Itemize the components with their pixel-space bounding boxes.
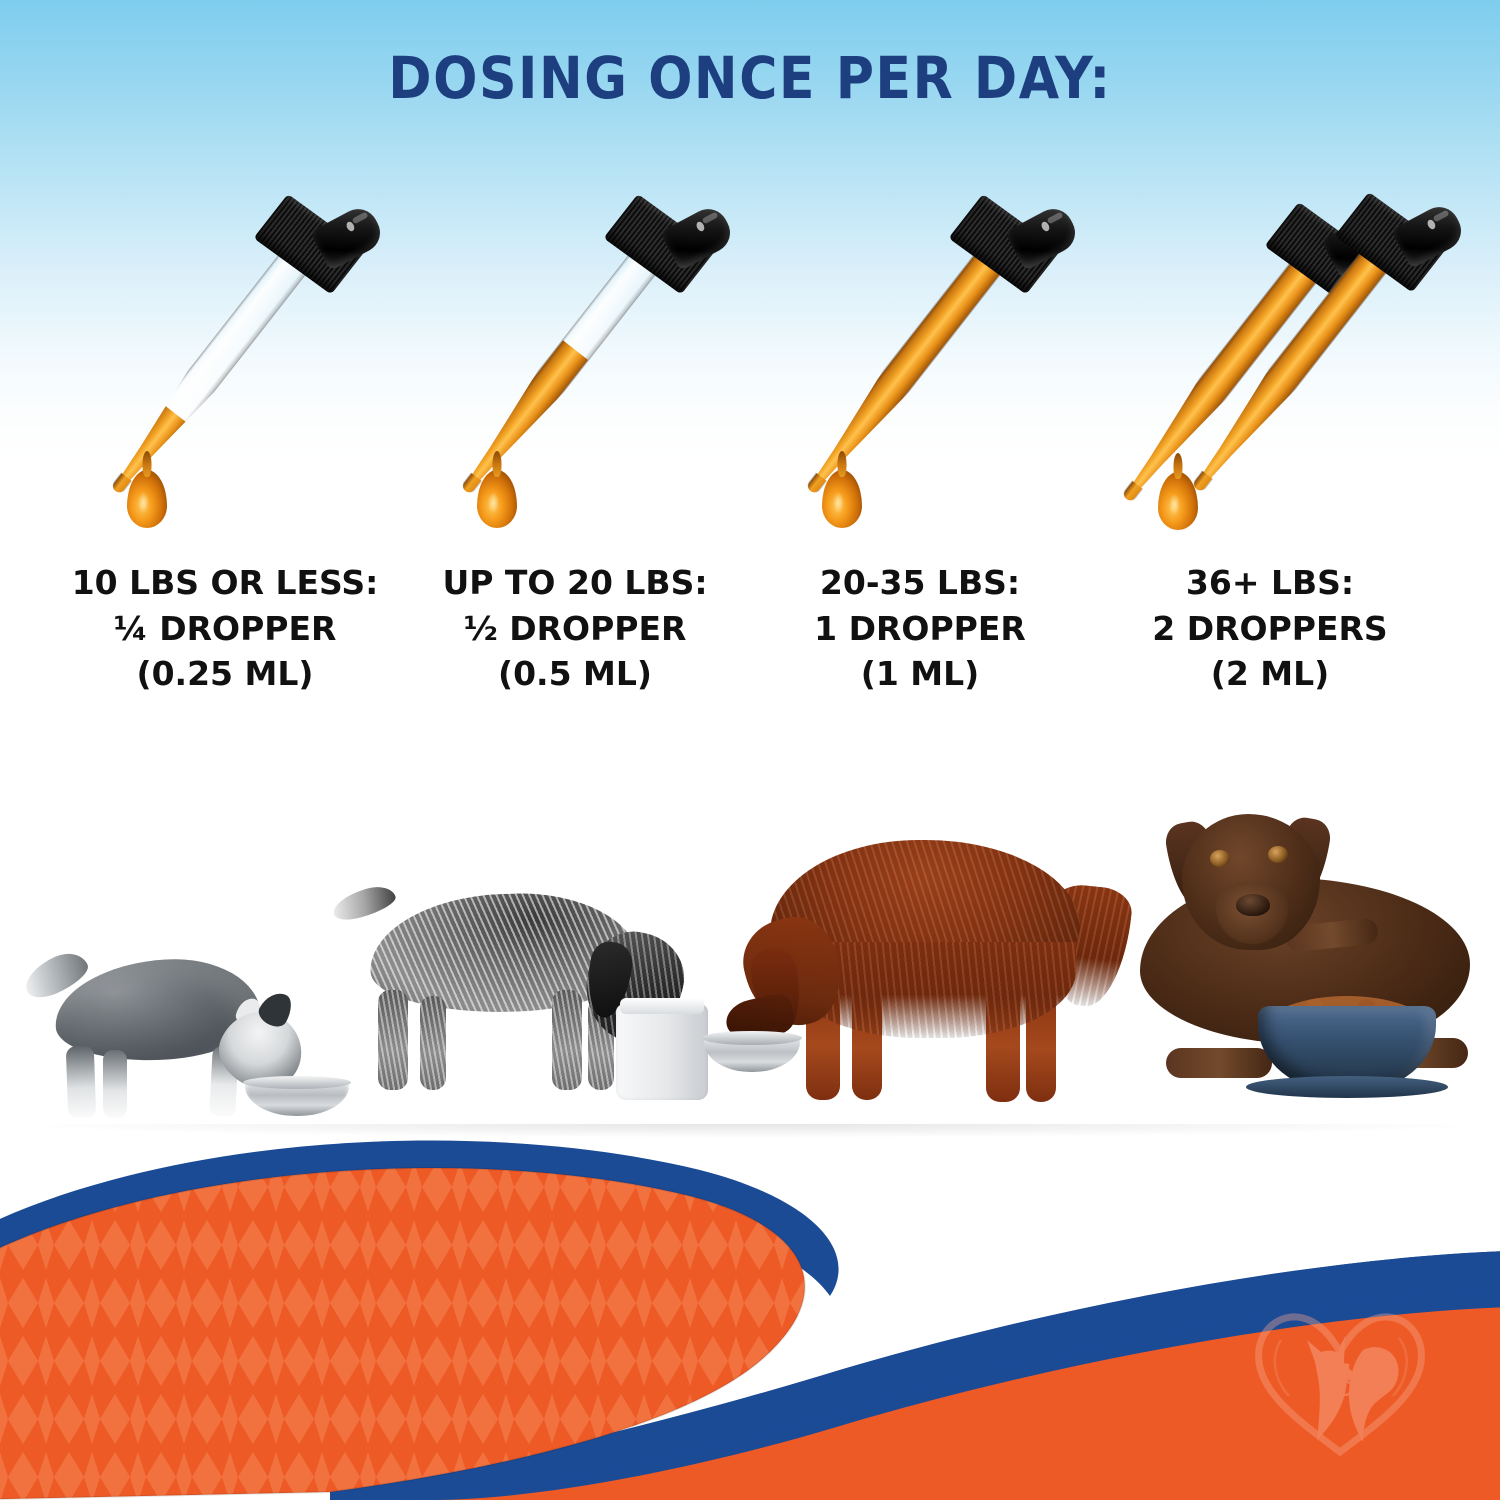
dose-weight: 36+ LBS: <box>1185 563 1355 602</box>
dose-column-1: 10 LBS OR LESS: ¼ DROPPER (0.25 ML) <box>45 170 405 730</box>
dog-leg <box>552 990 582 1090</box>
wirehaired-pointer-photo <box>320 880 710 1130</box>
dog-eye <box>1268 846 1288 863</box>
dose-column-3: 20-35 LBS: 1 DROPPER (1 ML) <box>740 170 1100 730</box>
food-bowl <box>702 1031 802 1072</box>
dose-volume: (0.25 ML) <box>136 654 314 694</box>
floor-shadow <box>0 1124 1500 1138</box>
dose-volume: (0.5 ML) <box>498 654 652 694</box>
dropper-oil-fill <box>806 253 1001 490</box>
dose-label-2: UP TO 20 LBS: ½ DROPPER (0.5 ML) <box>395 560 755 697</box>
dosing-columns: 10 LBS OR LESS: ¼ DROPPER (0.25 ML) <box>0 170 1500 730</box>
dose-weight: 20-35 LBS: <box>819 563 1021 602</box>
dropper-illustration <box>395 170 755 540</box>
oil-droplet-icon <box>822 470 862 528</box>
dose-amount: 1 DROPPER <box>814 608 1026 648</box>
dose-volume: (1 ML) <box>860 654 980 694</box>
dose-amount: ¼ DROPPER <box>113 608 337 648</box>
swoosh-blue-upper <box>0 1140 839 1296</box>
swoosh-blue-band <box>330 1251 1500 1500</box>
dose-weight: 10 LBS OR LESS: <box>71 563 379 602</box>
husky-puppy-photo <box>15 946 351 1130</box>
brand-heart-pet-logo-icon: BP <box>1245 1300 1435 1465</box>
dropper-illustration <box>740 170 1100 540</box>
dropper-illustration <box>1090 170 1469 540</box>
oil-droplet-icon <box>1158 472 1198 530</box>
dose-label-3: 20-35 LBS: 1 DROPPER (1 ML) <box>740 560 1100 697</box>
brand-initial-b: BP <box>1329 1360 1380 1406</box>
dog-nose <box>1236 894 1270 916</box>
dose-amount: ½ DROPPER <box>463 608 687 648</box>
oil-droplet-icon <box>127 470 167 528</box>
chocolate-labrador-photo <box>1130 800 1500 1130</box>
dropper-icon <box>804 193 1083 496</box>
food-bowl <box>1246 1006 1448 1098</box>
dropper-icon <box>459 193 738 496</box>
dropper-illustration <box>45 170 405 540</box>
dog-tail <box>329 881 399 925</box>
dose-amount: 2 DROPPERS <box>1152 608 1388 648</box>
dropper-icon <box>109 193 388 496</box>
dose-label-1: 10 LBS OR LESS: ¼ DROPPER (0.25 ML) <box>45 560 405 697</box>
dropper-oil-fill <box>461 340 588 490</box>
dose-label-4: 36+ LBS: 2 DROPPERS (2 ML) <box>1090 560 1450 697</box>
dose-volume: (2 ML) <box>1210 654 1330 694</box>
dog-eye <box>1210 850 1230 867</box>
page-title: DOSING ONCE PER DAY: <box>388 44 1112 112</box>
dose-column-4: 36+ LBS: 2 DROPPERS (2 ML) <box>1090 170 1469 730</box>
food-feeder <box>616 998 708 1100</box>
swoosh-orange-right <box>430 1307 1500 1500</box>
dog-photo-row <box>0 760 1500 1160</box>
dose-column-2: UP TO 20 LBS: ½ DROPPER (0.5 ML) <box>395 170 755 730</box>
bottom-swoosh-decoration <box>0 1100 1500 1500</box>
dog-leg <box>103 1050 127 1118</box>
oil-droplet-icon <box>477 470 517 528</box>
dog-leg <box>420 996 446 1090</box>
dose-weight: UP TO 20 LBS: <box>442 563 708 602</box>
sky-gradient-background <box>0 0 1500 460</box>
dog-leg <box>378 990 408 1090</box>
irish-setter-photo <box>700 830 1150 1130</box>
dog-paw <box>1166 1048 1272 1078</box>
